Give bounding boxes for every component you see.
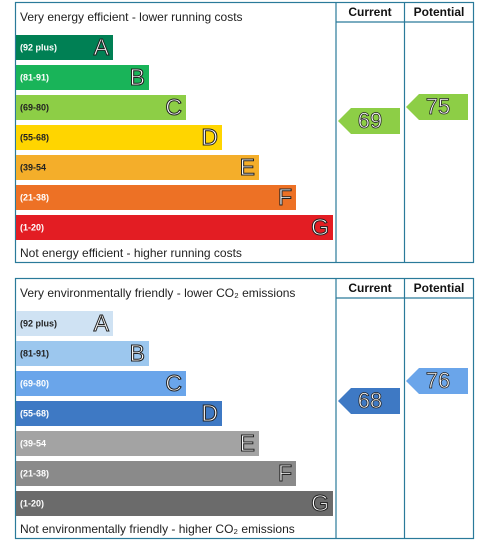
band-letter: D (201, 400, 218, 426)
column-header: Current (348, 5, 391, 19)
band-range: (81-91) (20, 348, 49, 358)
current-arrow (338, 388, 400, 414)
band-letter: B (130, 64, 145, 90)
current-arrow (338, 108, 400, 134)
panel-frame (14, 1, 475, 264)
potential-rating: 75 (426, 94, 450, 119)
top-label: Very energy efficient - lower running co… (20, 10, 243, 24)
band-range: (1-20) (20, 222, 44, 232)
band-bar (16, 65, 149, 90)
column-header: Potential (414, 5, 465, 19)
band-range: (69-80) (20, 102, 49, 112)
band-range: (55-68) (20, 408, 49, 418)
potential-arrow (406, 94, 468, 120)
column-header: Current (348, 281, 391, 295)
band-bar (16, 341, 149, 366)
band-range: (1-20) (20, 498, 44, 508)
band-bar (16, 401, 222, 426)
band-letter: E (240, 154, 255, 180)
band-range: (21-38) (20, 468, 49, 478)
panel-frame (14, 277, 475, 540)
band-bar (16, 371, 186, 396)
band-bar (16, 461, 296, 486)
bottom-label: Not environmentally friendly - higher CO… (20, 522, 295, 536)
band-bar (16, 95, 186, 120)
band-letter: F (278, 460, 292, 486)
band-range: (39-54 (20, 438, 46, 448)
band-letter: G (311, 490, 329, 516)
band-range: (21-38) (20, 192, 49, 202)
band-range: (92 plus) (20, 318, 57, 328)
band-bar (16, 491, 333, 516)
band-letter: G (311, 214, 329, 240)
band-letter: C (165, 94, 182, 120)
column-header: Potential (414, 281, 465, 295)
band-bar (16, 125, 222, 150)
band-letter: F (278, 184, 292, 210)
band-letter: A (94, 310, 110, 336)
potential-rating: 76 (426, 368, 450, 393)
band-letter: E (240, 430, 255, 456)
band-range: (81-91) (20, 72, 49, 82)
top-label: Very environmentally friendly - lower CO… (20, 286, 295, 300)
current-rating: 68 (358, 388, 382, 413)
band-range: (92 plus) (20, 42, 57, 52)
band-bar (16, 155, 259, 180)
band-range: (69-80) (20, 378, 49, 388)
band-letter: C (165, 370, 182, 396)
band-bar (16, 185, 296, 210)
band-letter: D (201, 124, 218, 150)
band-range: (39-54 (20, 162, 46, 172)
band-letter: B (130, 340, 145, 366)
band-bar (16, 215, 333, 240)
bottom-label: Not energy efficient - higher running co… (20, 246, 242, 260)
band-bar (16, 311, 113, 336)
current-rating: 69 (358, 108, 382, 133)
potential-arrow (406, 368, 468, 394)
band-range: (55-68) (20, 132, 49, 142)
band-letter: A (94, 34, 110, 60)
band-bar (16, 35, 113, 60)
band-bar (16, 431, 259, 456)
